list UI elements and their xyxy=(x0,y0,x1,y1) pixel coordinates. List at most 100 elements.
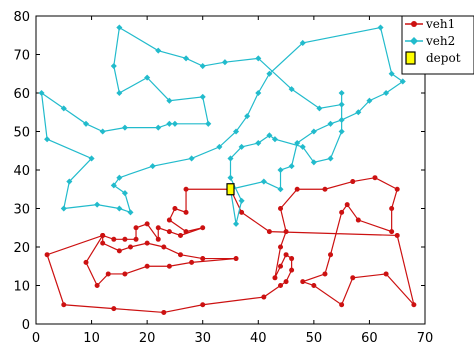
legend-veh1-label: veh1 xyxy=(425,17,455,31)
veh2-point xyxy=(227,155,234,162)
veh2-point xyxy=(260,178,267,185)
veh1-point xyxy=(127,244,133,250)
veh1-point xyxy=(144,240,150,246)
veh1-point xyxy=(272,275,278,281)
veh2-point xyxy=(188,155,195,162)
veh1-point xyxy=(183,186,189,192)
y-tick-label: 0 xyxy=(22,318,30,333)
veh2-point xyxy=(338,116,345,123)
veh2-point xyxy=(233,128,240,135)
veh1-point xyxy=(283,229,289,235)
veh2-point xyxy=(327,155,334,162)
veh2-point xyxy=(60,205,67,212)
veh2-point xyxy=(338,101,345,108)
veh2-point xyxy=(299,143,306,150)
veh1-point xyxy=(177,232,183,238)
veh2-point xyxy=(121,190,128,197)
veh1-point xyxy=(61,302,67,308)
veh1-point xyxy=(133,236,139,242)
veh1-point xyxy=(344,202,350,208)
veh2-point xyxy=(338,128,345,135)
veh1-point xyxy=(83,259,89,265)
legend-veh2-label: veh2 xyxy=(425,34,455,48)
veh1-point xyxy=(172,206,178,212)
veh1-point xyxy=(355,217,361,223)
veh2-point xyxy=(205,120,212,127)
veh2-point xyxy=(271,136,278,143)
veh2-point xyxy=(66,178,73,185)
veh1-point xyxy=(183,209,189,215)
veh2-point xyxy=(44,136,51,143)
y-tick-label: 50 xyxy=(13,126,30,141)
veh1-point xyxy=(100,240,106,246)
veh1-point xyxy=(161,244,167,250)
x-tick-label: 20 xyxy=(139,331,156,346)
x-tick-label: 50 xyxy=(306,331,323,346)
veh1-point xyxy=(278,206,284,212)
veh1-point xyxy=(283,252,289,258)
veh2-point xyxy=(244,113,251,120)
x-tick-label: 10 xyxy=(83,331,100,346)
veh1-point xyxy=(94,282,100,288)
veh2-point xyxy=(183,55,190,62)
veh2-point xyxy=(116,89,123,97)
veh2-point xyxy=(221,59,228,66)
x-axis: 0 10 20 30 40 50 60 70 xyxy=(32,16,433,346)
veh1-point xyxy=(289,267,295,273)
veh1-point xyxy=(261,294,267,300)
veh1-point xyxy=(283,279,289,285)
veh2-point xyxy=(277,166,284,174)
veh1-point xyxy=(394,186,400,192)
veh1-point xyxy=(111,236,117,242)
veh2-point xyxy=(255,140,262,147)
veh1-point xyxy=(289,256,295,262)
veh2-point xyxy=(38,89,45,97)
veh2-point xyxy=(238,143,245,150)
veh2-point xyxy=(288,86,295,93)
veh2-point xyxy=(377,24,384,31)
veh1-series xyxy=(44,175,417,315)
legend-veh2-marker xyxy=(410,37,418,45)
veh1-point xyxy=(166,263,172,269)
x-tick-label: 30 xyxy=(194,331,211,346)
veh1-point xyxy=(294,186,300,192)
depot-marker-group xyxy=(226,183,235,196)
veh2-point xyxy=(310,159,317,166)
veh1-point xyxy=(122,236,128,242)
y-tick-label: 30 xyxy=(13,203,30,218)
veh2-point xyxy=(99,128,106,135)
veh2-point xyxy=(383,89,390,97)
veh1-point xyxy=(100,232,106,238)
veh1-point xyxy=(233,256,239,262)
y-tick-label: 40 xyxy=(13,164,30,179)
depot-point xyxy=(226,183,235,196)
veh1-point xyxy=(394,232,400,238)
veh1-point xyxy=(239,209,245,215)
veh1-point xyxy=(189,259,195,265)
y-tick-label: 20 xyxy=(13,241,30,256)
veh1-point xyxy=(278,263,284,269)
veh1-point xyxy=(166,229,172,235)
veh1-point xyxy=(155,225,161,231)
veh2-point xyxy=(316,105,323,112)
veh2-point xyxy=(233,220,240,227)
veh2-point xyxy=(155,124,162,131)
veh1-point xyxy=(200,302,206,308)
veh2-point xyxy=(116,205,123,212)
veh1-point xyxy=(339,302,345,308)
veh1-point xyxy=(278,244,284,250)
legend: veh1 veh2 depot xyxy=(401,15,474,75)
veh2-point xyxy=(166,97,173,104)
veh2-point xyxy=(88,155,95,162)
x-tick-label: 60 xyxy=(361,331,378,346)
veh1-point xyxy=(266,229,272,235)
veh1-point xyxy=(133,225,139,231)
veh2-point xyxy=(121,124,128,131)
veh2-point xyxy=(144,74,151,81)
veh2-point xyxy=(266,132,273,139)
veh1-point xyxy=(200,225,206,231)
veh1-point xyxy=(155,236,161,242)
veh1-point xyxy=(278,282,284,288)
veh1-point xyxy=(122,271,128,277)
